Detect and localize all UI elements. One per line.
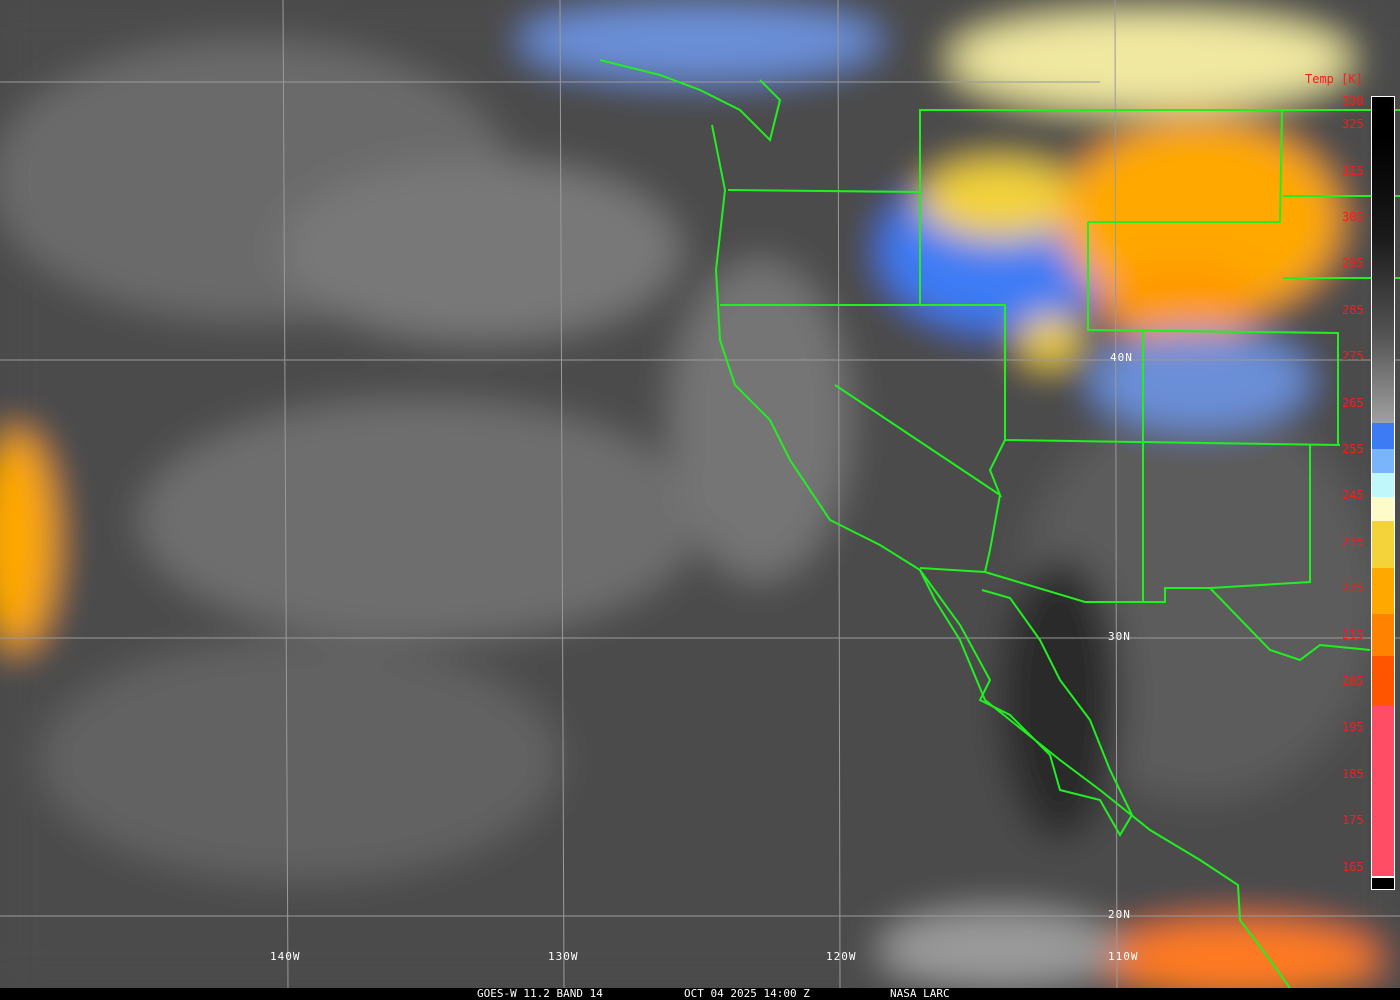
salish-sea-coast (599, 59, 782, 142)
colorbar-tick-label: 265 (1342, 395, 1364, 410)
colorbar-tick-label: 255 (1342, 442, 1364, 456)
caption-band: GOES-W 11.2 BAND 14 (477, 987, 603, 1000)
colorbar-tick-label: 165 (1342, 859, 1364, 874)
colorbar-tick-label: 275 (1342, 349, 1364, 364)
colorbar-tick-label: 245 (1342, 488, 1364, 503)
longitude-label: 120W (826, 950, 857, 963)
colorbar-tick-label: 295 (1342, 256, 1364, 271)
caption-source: NASA LARC (890, 987, 950, 1000)
latitude-label: 20N (1108, 908, 1131, 921)
colorbar-tick-label: 325 (1342, 117, 1364, 132)
longitude-label: 110W (1108, 950, 1139, 963)
colorbar-tick-label: 235 (1342, 534, 1364, 549)
wa-or-border (727, 109, 1400, 194)
longitude-label: 140W (270, 950, 301, 963)
longitude-label: 130W (548, 950, 579, 963)
boundaries (599, 59, 1400, 988)
ut-co-border (1087, 222, 1339, 445)
colorbar-tick-label: 185 (1342, 766, 1364, 781)
colorbar-tick-label: 330 (1342, 94, 1364, 108)
colorbar-tick-label: 315 (1342, 163, 1364, 178)
image-caption: GOES-W 11.2 BAND 14 OCT 04 2025 14:00 Z … (0, 988, 1400, 1000)
id-border (919, 192, 1341, 446)
colorbar-tick-label: 215 (1342, 627, 1364, 642)
caption-datetime: OCT 04 2025 14:00 Z (684, 987, 810, 1000)
baja-coastline (919, 569, 1134, 837)
colorbar-tick-label: 225 (1342, 581, 1364, 596)
temperature-colorbar (1371, 96, 1395, 890)
colorbar-tick-label: 175 (1342, 813, 1364, 828)
ca-nv-border (834, 384, 1006, 498)
latitude-label: 40N (1110, 351, 1133, 364)
colorbar-tick-label: 205 (1342, 674, 1364, 688)
pacific-coastline (711, 124, 1291, 988)
wy-border (1088, 109, 1283, 223)
colorbar-tick-label: 285 (1342, 302, 1364, 317)
colorbar-title: Temp [K] (1305, 72, 1363, 86)
ca-az-border (984, 494, 1001, 573)
latitude-label: 30N (1108, 630, 1131, 643)
ca-mexico-border (919, 567, 1371, 662)
nm-tx-border (1209, 445, 1311, 589)
colorbar-tick-label: 195 (1342, 720, 1364, 735)
colorbar-tick-label: 305 (1342, 210, 1364, 224)
